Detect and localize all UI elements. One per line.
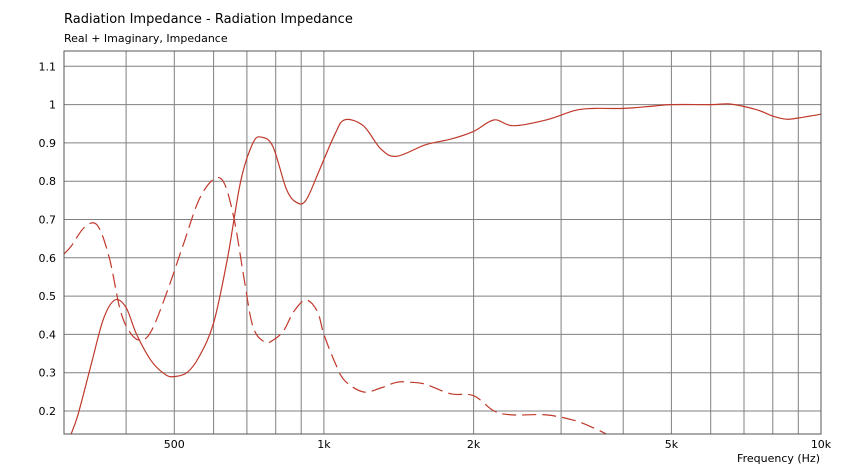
- x-tick-label: 5k: [665, 438, 679, 451]
- y-tick-label: 1: [49, 99, 56, 112]
- y-tick-label: 0.5: [39, 290, 57, 303]
- imaginary-series-line: [64, 176, 607, 434]
- x-tick-label: 1k: [317, 438, 331, 451]
- real-series-line: [70, 103, 821, 434]
- y-tick-label: 0.8: [39, 175, 57, 188]
- x-axis-title: Frequency (Hz): [737, 452, 820, 465]
- y-tick-label: 0.7: [39, 214, 57, 227]
- y-tick-label: 0.2: [39, 405, 57, 418]
- x-tick-label: 2k: [467, 438, 481, 451]
- x-tick-label: 10k: [811, 438, 832, 451]
- plot-frame: [63, 50, 822, 435]
- grid-layer: [64, 51, 821, 434]
- series-layer: [64, 103, 821, 434]
- y-tick-label: 0.3: [39, 367, 57, 380]
- chart-title: Radiation Impedance - Radiation Impedanc…: [64, 12, 353, 27]
- label-layer: 0.2 0.3 0.4 0.5 0.6 0.7 0.8 0.9 1 1.1 500 1k 2k 5k 10k: [39, 60, 832, 451]
- y-tick-label: 0.4: [39, 328, 57, 341]
- y-tick-label: 0.9: [39, 137, 57, 150]
- y-tick-label: 0.6: [39, 252, 57, 265]
- chart-subtitle: Real + Imaginary, Impedance: [64, 32, 228, 45]
- y-tick-label: 1.1: [39, 60, 57, 73]
- x-tick-label: 500: [164, 438, 185, 451]
